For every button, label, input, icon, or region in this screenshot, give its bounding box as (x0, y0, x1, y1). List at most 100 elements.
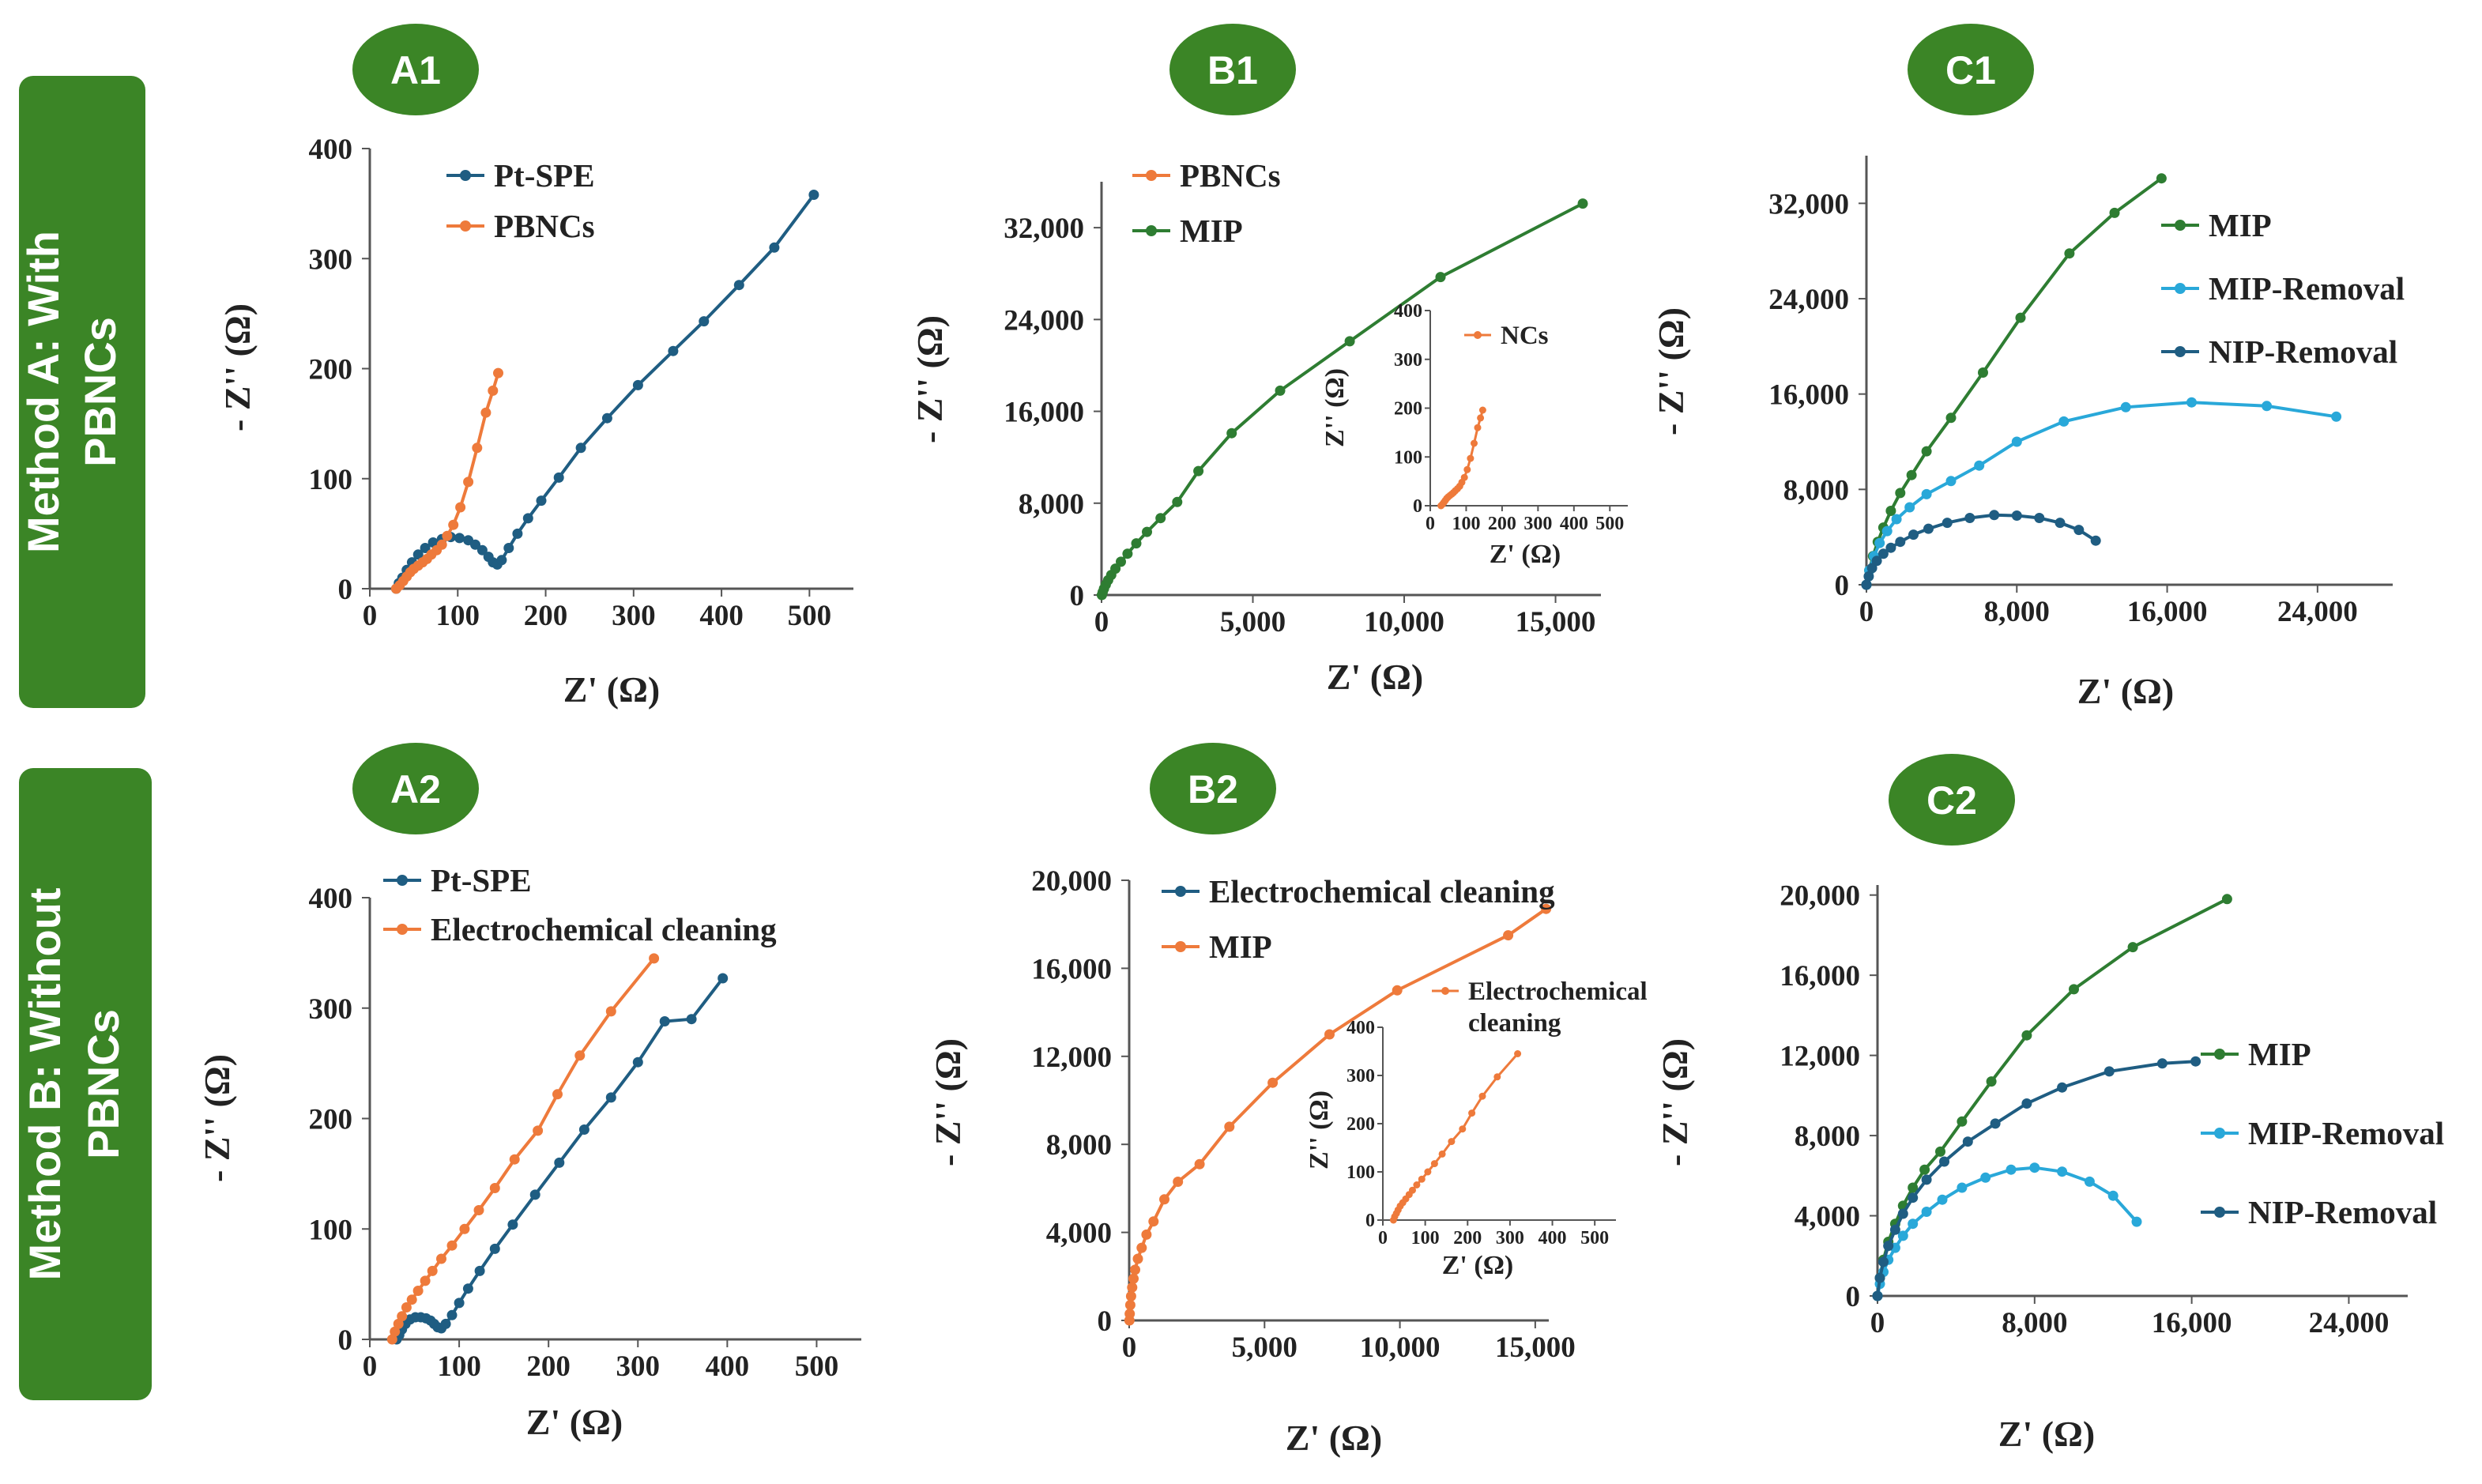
c2-legend-mip-removal-label: MIP-Removal (2248, 1115, 2444, 1151)
b2-inset-y-tick-label: 300 (1346, 1066, 1375, 1087)
b1-inset-y-tick-label: 100 (1394, 447, 1422, 468)
c1-series-nip-removal-point (1863, 571, 1874, 582)
c1-series-mip-removal-point (2120, 401, 2131, 412)
c2-series-nip-removal-point (1921, 1174, 1932, 1185)
a2-series-pt-spe-point (554, 1157, 565, 1168)
a2-y-axis-title: - Z'' (Ω) (197, 1054, 237, 1182)
c2-series-mip-removal-point (2006, 1164, 2017, 1175)
b1-inset-x-tick-label: 500 (1595, 514, 1624, 534)
b1-series-mip-point (1577, 198, 1588, 209)
b2-series-mip-point (1132, 1253, 1143, 1264)
a2-x-tick-label: 400 (706, 1350, 750, 1383)
c1-series-mip-removal-line (1865, 401, 2337, 586)
c2-y-tick-label: 4,000 (1795, 1201, 1860, 1234)
c1-series-nip-removal-point (1964, 513, 1975, 523)
c2-legend-mip-removal-swatch-marker (2214, 1128, 2225, 1139)
a2-x-tick-label: 200 (526, 1350, 571, 1383)
a2-series-electrochemical-cleaning-point (412, 1286, 424, 1296)
c2-series-nip-removal-point (1874, 1272, 1885, 1283)
c2-legend-mip-label: MIP (2248, 1036, 2311, 1072)
c2-series-mip-point (2069, 984, 2079, 995)
a2-series-electrochemical-cleaning-point (446, 1240, 458, 1251)
b2-inset-series-electrochemical-cleaning-point (1459, 1125, 1467, 1133)
b1-inset-series-ncs-point (1463, 465, 1471, 473)
c2-series-mip-removal-point (1980, 1172, 1991, 1183)
b2-inset-x-tick-label: 300 (1496, 1228, 1524, 1249)
c2-badge-label: C2 (1926, 778, 1977, 823)
c1-series-nip-removal-point (1885, 542, 1896, 553)
b2-inset-x-tick-label: 0 (1378, 1228, 1388, 1249)
a1-series-pbncs-point (436, 539, 447, 550)
c2-y-tick-label: 16,000 (1780, 960, 1860, 992)
panel-b1: B1 0 5,000 10,000 15,000 0 8,000 16,000 24,000 32… (910, 24, 1628, 697)
a1-series-pt-spe-point (503, 543, 514, 553)
c1-series-mip-point (2156, 173, 2167, 184)
c2-y-axis-title: - Z'' (Ω) (1655, 1038, 1695, 1166)
c2-series-nip-removal-point (1878, 1256, 1889, 1267)
a1-series-pbncs-point (472, 443, 483, 454)
a2-series-pt-spe-point (446, 1309, 458, 1320)
c1-y-tick-label: 24,000 (1768, 284, 1849, 316)
b1-inset-x-tick-label: 100 (1452, 514, 1480, 534)
c2-legend-nip-removal-label: NIP-Removal (2248, 1194, 2437, 1230)
c1-x-axis-title: Z' (Ω) (2077, 671, 2174, 711)
a1-series-pt-spe-point (454, 533, 465, 544)
b1-series-mip-point (1142, 526, 1152, 537)
b2-y-axis-title: - Z'' (Ω) (928, 1038, 968, 1166)
b2-legend-mip-label: MIP (1209, 928, 1272, 965)
b1-inset-series-ncs-point (1477, 414, 1485, 422)
b2-y-tick-label: 4,000 (1046, 1218, 1112, 1250)
a2-series-electrochemical-cleaning-point (509, 1154, 520, 1165)
c2-series-mip-point (2127, 942, 2138, 953)
c2-series-mip-point (1986, 1076, 1997, 1087)
c2-series-mip-removal-point (1937, 1194, 1948, 1205)
c2-series-mip-point (1919, 1164, 1930, 1175)
c2-series-nip-removal-point (1872, 1290, 1883, 1301)
a1-y-axis-title: - Z'' (Ω) (217, 303, 258, 431)
a1-x-tick-label: 200 (524, 600, 568, 632)
a2-series-pt-spe-point (462, 1283, 473, 1294)
a2-legend-pt-spe-swatch-marker (397, 875, 408, 886)
c1-series-nip-removal-point (1895, 537, 1906, 548)
b1-series-mip-point (1275, 385, 1286, 396)
a1-series-pt-spe-point (476, 544, 488, 556)
a2-series-electrochemical-cleaning-point (605, 1006, 616, 1017)
b2-inset-x-tick-label: 500 (1580, 1228, 1609, 1249)
a1-series-pt-spe-point (427, 537, 439, 548)
a1-series-pt-spe-point (769, 242, 780, 253)
a2-series-pt-spe-point (507, 1219, 518, 1230)
a2-series-electrochemical-cleaning-point (420, 1275, 431, 1286)
b1-inset-series-ncs-point (1460, 473, 1468, 481)
c1-series-mip-removal-point (1974, 460, 1985, 471)
b2-series-mip-point (1173, 1177, 1184, 1187)
c2-series-nip-removal-point (2021, 1098, 2032, 1109)
c1-x-tick-label: 16,000 (2127, 596, 2208, 628)
b2-inset-series-electrochemical-cleaning-point (1514, 1050, 1522, 1057)
b2-inset-series-electrochemical-cleaning-point (1424, 1168, 1432, 1176)
c1-series-nip-removal-point (2073, 525, 2085, 536)
a2-series-pt-spe-point (454, 1298, 465, 1309)
a2-series-electrochemical-cleaning-point (397, 1311, 408, 1322)
a1-series-pbncs-point (455, 502, 466, 513)
method-a-label-line1: Method A: With (18, 231, 68, 553)
b1-series-mip-point (1131, 538, 1142, 549)
b1-inset-x-tick-label: 200 (1488, 514, 1516, 534)
c2-x-tick-label: 24,000 (2309, 1307, 2390, 1339)
a2-series-electrochemical-cleaning-point (533, 1125, 544, 1136)
c1-series-mip-line (1865, 177, 2163, 586)
a2-legend-electrochemical-cleaning-swatch-marker (397, 924, 408, 935)
c1-series-mip-removal-point (2058, 416, 2070, 427)
a2-badge-background (352, 743, 479, 834)
b1-inset-legend-ncs-swatch-marker (1474, 331, 1482, 339)
b2-x-tick-label: 5,000 (1232, 1331, 1297, 1364)
a1-x-tick-label: 400 (699, 600, 744, 632)
c1-series-mip-removal-point (2011, 436, 2022, 447)
a1-series-pt-spe-point (575, 443, 586, 454)
b2-inset-series-electrochemical-cleaning-point (1438, 1150, 1446, 1158)
c2-series-mip-removal-point (1957, 1182, 1968, 1193)
c2-series-nip-removal-point (1889, 1224, 1900, 1235)
c1-series-mip-removal-point (2262, 401, 2273, 412)
a1-y-tick-label: 200 (309, 354, 353, 386)
a2-series-pt-spe-point (605, 1092, 616, 1103)
a1-x-tick-label: 500 (788, 600, 832, 632)
